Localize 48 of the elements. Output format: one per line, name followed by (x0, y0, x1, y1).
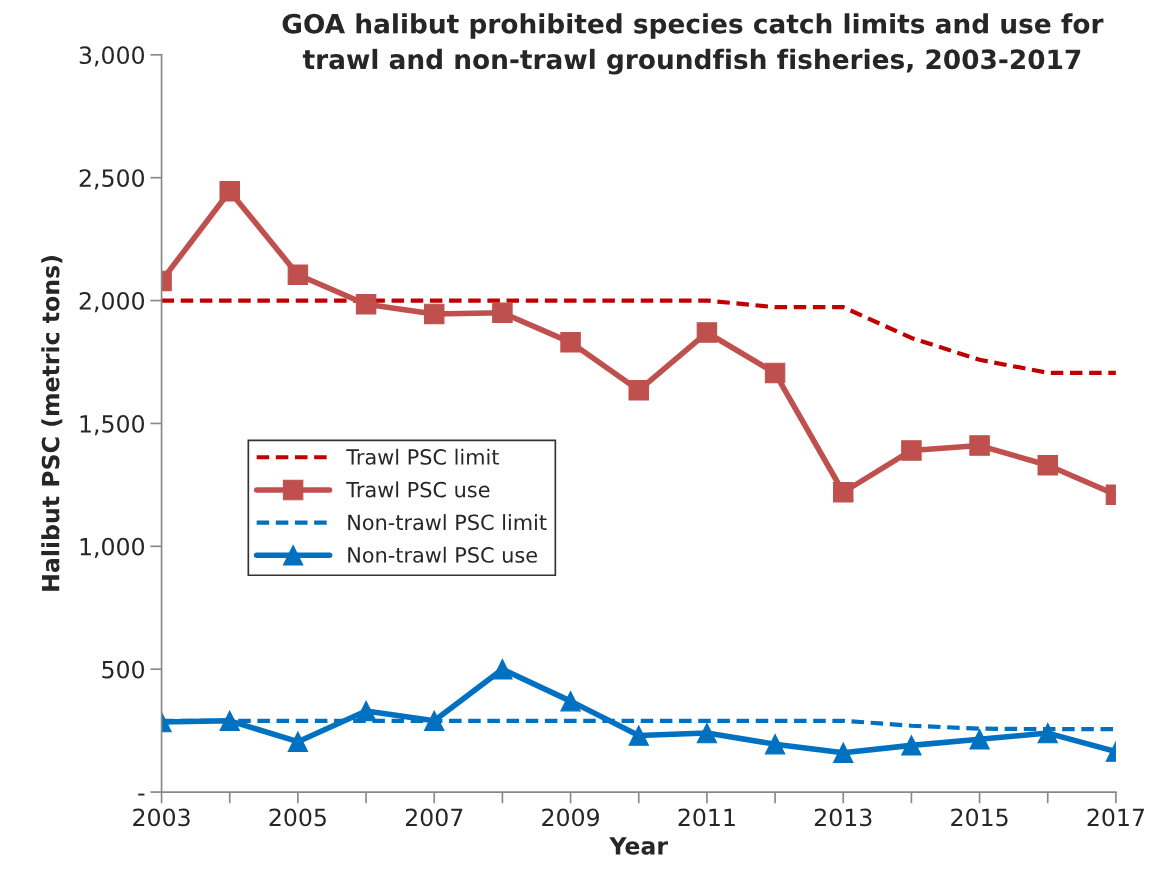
x-tick-label: 2007 (405, 808, 463, 827)
point (423, 710, 445, 732)
point (287, 264, 309, 285)
point (901, 440, 922, 461)
point (219, 710, 240, 732)
x-axis-title: Year (609, 837, 668, 855)
x-tick-label: 2009 (542, 808, 599, 827)
x-tick-label: 2011 (678, 808, 735, 827)
x-tick-label: 2005 (269, 808, 326, 827)
point (492, 302, 513, 324)
point (355, 294, 377, 315)
point (1037, 454, 1058, 476)
point (287, 731, 309, 752)
point (696, 722, 718, 744)
x-tick-label: 2003 (133, 808, 190, 827)
chart-title: GOA halibut prohibited species catch limits and use for trawl and non-trawl groundfish fisheries, 2003-2017 (282, 13, 1104, 75)
point (969, 728, 990, 750)
y-tick-label: 1,000 (80, 537, 145, 559)
x-tick-label: 2017 (1087, 808, 1144, 827)
legend-label: Trawl PSC use (346, 481, 490, 498)
point (628, 380, 649, 401)
legend-label: Non-trawl PSC use (348, 546, 537, 563)
y-tick-label: 2,000 (79, 292, 145, 313)
point (1037, 722, 1058, 744)
point (423, 303, 445, 325)
point (764, 733, 786, 755)
x-tick-label: 2013 (814, 808, 872, 827)
y-tick-label: 3,000 (79, 46, 145, 67)
point (355, 700, 377, 722)
point (628, 725, 649, 746)
point (901, 735, 922, 756)
point (492, 658, 513, 680)
y-tick-label: 2,500 (79, 169, 145, 190)
point (560, 332, 581, 353)
legend-label: Non-trawl PSC limit (348, 514, 547, 531)
point (833, 482, 854, 503)
point (696, 322, 718, 343)
point (764, 362, 786, 384)
y-tick-label: - (138, 793, 145, 796)
point (560, 690, 581, 712)
x-tick-label: 2015 (951, 808, 1008, 827)
y-tick-label: 500 (102, 660, 145, 679)
point (969, 435, 990, 456)
y-tick-label: 1,500 (80, 414, 145, 436)
point (833, 742, 854, 763)
point (219, 180, 240, 202)
y-axis-title: Halibut PSC (metric tons) (41, 256, 63, 591)
legend-label: Trawl PSC limit (346, 448, 499, 465)
